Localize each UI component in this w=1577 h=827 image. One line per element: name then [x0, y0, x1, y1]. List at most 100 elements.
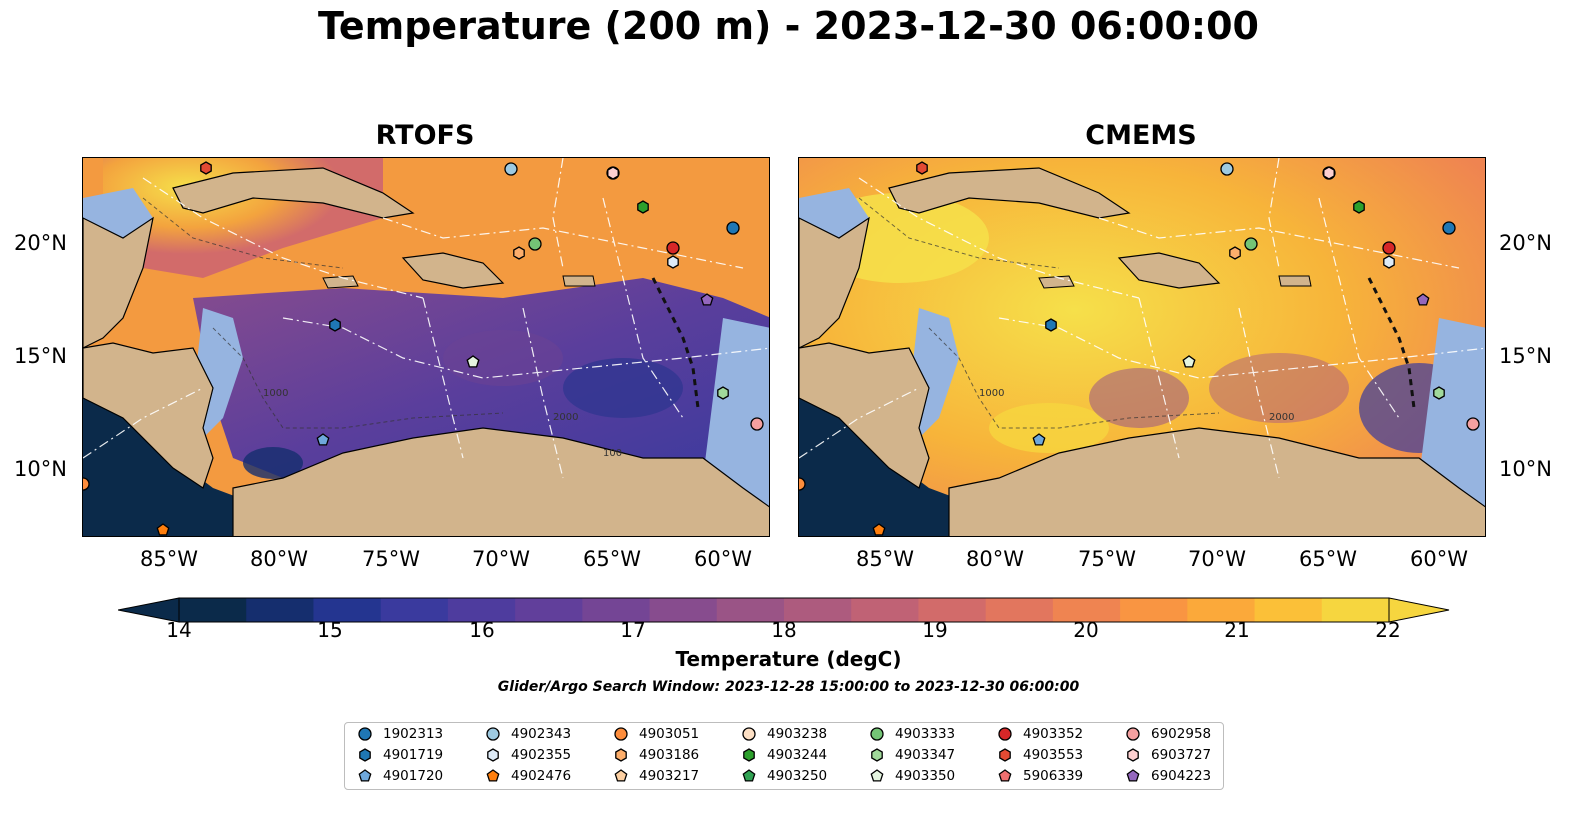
colorbar-tick-14: 14 — [166, 618, 192, 642]
legend-marker-1902313 — [358, 727, 372, 741]
legend-item: 4903238 — [741, 726, 827, 742]
pentagon-marker-icon — [1126, 769, 1140, 782]
legend-item: 5906339 — [997, 768, 1083, 784]
x-tick-65w-right: 65°W — [1299, 547, 1357, 571]
contour-label-1000: 1000 — [979, 388, 1004, 399]
legend-label: 4903553 — [1023, 747, 1084, 763]
legend-label: 4903333 — [895, 726, 956, 742]
contour-label-100: 100 — [603, 448, 622, 459]
legend-item: 4903186 — [613, 747, 699, 763]
legend-marker-4903333 — [870, 727, 884, 741]
legend-marker-4903553 — [999, 748, 1011, 762]
legend-label: 4903238 — [767, 726, 828, 742]
float-marker-6904223 — [1416, 293, 1430, 306]
legend-label: 5906339 — [1023, 768, 1084, 784]
circle-marker-icon — [614, 727, 628, 741]
colorbar-segment — [179, 598, 247, 622]
panel-title-rtofs: RTOFS — [375, 120, 475, 151]
legend-marker-5906339 — [998, 769, 1012, 782]
hexagon-marker-icon — [487, 748, 499, 762]
hexagon-marker-icon — [1127, 748, 1139, 762]
legend-label: 4902355 — [511, 747, 572, 763]
colorbar-segment — [1321, 598, 1390, 622]
map-cmems: 1000 2000 — [798, 157, 1486, 537]
legend-item: 4903352 — [997, 726, 1083, 742]
colorbar-tick-16: 16 — [469, 618, 495, 642]
x-tick-70w-right: 70°W — [1188, 547, 1246, 571]
float-marker-4902355 — [1383, 255, 1395, 269]
legend-marker-4902355 — [487, 748, 499, 762]
x-tick-80w-right: 80°W — [966, 547, 1024, 571]
float-marker-4903350 — [466, 355, 480, 368]
pentagon-marker-icon — [742, 769, 756, 782]
float-marker-4903244 — [637, 200, 649, 214]
colorbar-segment — [313, 598, 382, 622]
colorbar-segment — [246, 598, 314, 622]
hexagon-marker-icon — [999, 748, 1011, 762]
float-marker-4903333 — [1244, 237, 1258, 251]
legend-item: 6902958 — [1125, 726, 1211, 742]
y-tick-15n: 15°N — [14, 344, 67, 368]
float-marker-4903350 — [1182, 355, 1196, 368]
legend-label: 4903186 — [639, 747, 700, 763]
float-marker-4902476 — [156, 523, 170, 536]
x-tick-65w: 65°W — [583, 547, 641, 571]
colorbar-tick-20: 20 — [1073, 618, 1099, 642]
legend-item: 6903727 — [1125, 747, 1211, 763]
circle-marker-icon — [742, 727, 756, 741]
legend-label: 4903250 — [767, 768, 828, 784]
legend-label: 6902958 — [1151, 726, 1212, 742]
legend-marker-4903186 — [615, 748, 627, 762]
legend-item: 1902313 — [357, 726, 443, 742]
legend-marker-4901719 — [359, 748, 371, 762]
float-marker-6903727 — [607, 166, 619, 180]
float-marker-4903333 — [528, 237, 542, 251]
pentagon-marker-icon — [486, 769, 500, 782]
float-marker-4902343 — [504, 162, 518, 176]
legend-item: 4901720 — [357, 768, 443, 784]
colorbar-segment — [918, 598, 987, 622]
colorbar-segment — [1254, 598, 1323, 622]
float-marker-4901720 — [316, 433, 330, 446]
legend-item: 4903347 — [869, 747, 955, 763]
pentagon-marker-icon — [870, 769, 884, 782]
colorbar-segment — [1120, 598, 1188, 622]
x-tick-85w: 85°W — [140, 547, 198, 571]
y-tick-15n-right: 15°N — [1499, 344, 1552, 368]
figure-title: Temperature (200 m) - 2023-12-30 06:00:0… — [317, 4, 1259, 48]
x-tick-75w: 75°W — [362, 547, 420, 571]
colorbar-segment — [380, 598, 449, 622]
float-marker-4903553 — [200, 161, 212, 175]
colorbar-tick-22: 22 — [1375, 618, 1401, 642]
y-tick-10n-right: 10°N — [1499, 457, 1552, 481]
float-marker-4903186 — [513, 246, 525, 260]
legend-item: 4903217 — [613, 768, 699, 784]
legend-marker-4902343 — [486, 727, 500, 741]
x-tick-60w: 60°W — [694, 547, 752, 571]
legend-marker-4903347 — [871, 748, 883, 762]
legend-marker-4903250 — [742, 769, 756, 782]
colorbar-label: Temperature (degC) — [675, 647, 902, 671]
colorbar-segment — [447, 598, 516, 622]
float-marker-4901719 — [329, 318, 341, 332]
legend-label: 4902343 — [511, 726, 572, 742]
legend-marker-4903051 — [614, 727, 628, 741]
y-tick-20n: 20°N — [14, 231, 67, 255]
float-marker-4903352 — [666, 241, 680, 255]
pentagon-marker-icon — [358, 769, 372, 782]
float-marker-4903352 — [1382, 241, 1396, 255]
legend-label: 4903347 — [895, 747, 956, 763]
legend-marker-6904223 — [1126, 769, 1140, 782]
colorbar-segment — [649, 598, 718, 622]
legend-marker-6903727 — [1127, 748, 1139, 762]
legend-label: 4903244 — [767, 747, 828, 763]
legend-marker-4903350 — [870, 769, 884, 782]
legend-marker-4902476 — [486, 769, 500, 782]
legend-label: 4902476 — [511, 768, 572, 784]
colorbar-tick-15: 15 — [317, 618, 343, 642]
colorbar-tick-19: 19 — [922, 618, 948, 642]
float-marker-4903347 — [1433, 386, 1445, 400]
colorbar-tick-21: 21 — [1224, 618, 1250, 642]
colorbar-segment — [716, 598, 785, 622]
legend-item: 4903553 — [997, 747, 1083, 763]
